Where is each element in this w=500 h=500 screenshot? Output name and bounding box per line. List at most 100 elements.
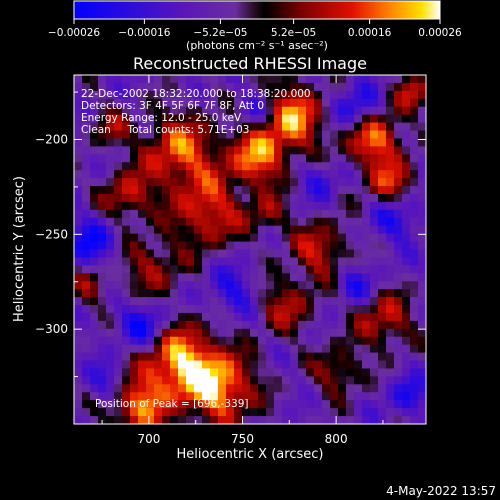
heatmap-cell	[98, 217, 107, 227]
heatmap-cell	[130, 336, 139, 346]
heatmap-cell	[274, 368, 283, 378]
heatmap-cell	[146, 320, 155, 330]
heatmap-cell	[386, 82, 395, 92]
heatmap-cell	[402, 106, 411, 116]
heatmap-cell	[202, 170, 211, 179]
heatmap-cell	[194, 193, 203, 203]
heatmap-cell	[282, 162, 291, 171]
heatmap-cell	[154, 265, 163, 274]
colorbar-tick-label: 0.00026	[418, 27, 462, 39]
heatmap-cell	[290, 400, 299, 409]
heatmap-cell	[226, 305, 235, 314]
heatmap-cell	[266, 408, 275, 417]
heatmap-cell	[74, 336, 83, 346]
heatmap-cell	[250, 233, 259, 243]
heatmap-cell	[138, 281, 147, 290]
heatmap-cell	[210, 368, 219, 378]
heatmap-cell	[266, 281, 275, 290]
heatmap-cell	[138, 90, 147, 100]
heatmap-cell	[170, 344, 179, 354]
heatmap-cell	[114, 186, 123, 195]
heatmap-cell	[394, 368, 403, 378]
heatmap-cell	[82, 328, 91, 338]
heatmap-cell	[298, 201, 307, 211]
heatmap-cell	[82, 408, 91, 417]
heatmap-cell	[226, 249, 235, 259]
heatmap-cell	[266, 241, 275, 251]
heatmap-cell	[162, 162, 171, 171]
heatmap-cell	[346, 249, 355, 259]
heatmap-cell	[234, 297, 243, 306]
heatmap-cell	[146, 400, 155, 409]
heatmap-cell	[362, 233, 371, 243]
heatmap-cell	[106, 98, 115, 108]
heatmap-cell	[378, 320, 387, 330]
heatmap-cell	[370, 368, 379, 378]
heatmap-cell	[266, 273, 275, 282]
heatmap-cell	[82, 162, 91, 171]
heatmap-cell	[274, 75, 283, 84]
heatmap-cell	[242, 162, 251, 171]
heatmap-cell	[122, 400, 131, 409]
heatmap-cell	[282, 265, 291, 274]
heatmap-cell	[338, 360, 347, 370]
heatmap-cell	[98, 106, 107, 116]
heatmap-cell	[330, 170, 339, 179]
heatmap-cell	[418, 328, 426, 338]
heatmap-cell	[362, 408, 371, 417]
heatmap-cell	[362, 265, 371, 274]
heatmap-cell	[274, 376, 283, 385]
heatmap-cell	[178, 273, 187, 282]
heatmap-cell	[202, 249, 211, 259]
heatmap-cell	[186, 106, 195, 116]
heatmap-cell	[378, 130, 387, 140]
heatmap-cell	[290, 201, 299, 211]
heatmap-cell	[122, 384, 131, 393]
heatmap-cell	[138, 320, 147, 330]
heatmap-cell	[154, 305, 163, 314]
heatmap-cell	[306, 408, 315, 417]
heatmap-cell	[122, 170, 131, 179]
heatmap-cell	[410, 106, 419, 116]
heatmap-cell	[250, 352, 259, 362]
heatmap-cell	[370, 305, 379, 314]
heatmap-cell	[162, 98, 171, 108]
heatmap-cell	[282, 217, 291, 227]
heatmap-cell	[386, 265, 395, 274]
heatmap-cell	[378, 225, 387, 235]
heatmap-cell	[338, 106, 347, 116]
heatmap-cell	[234, 400, 243, 409]
heatmap-cell	[234, 392, 243, 401]
heatmap-cell	[114, 368, 123, 378]
heatmap-cell	[162, 416, 171, 424]
heatmap-cell	[370, 233, 379, 243]
heatmap-cell	[346, 82, 355, 92]
heatmap-cell	[322, 289, 331, 298]
heatmap-cell	[346, 98, 355, 108]
heatmap-cell	[226, 209, 235, 219]
heatmap-cell	[90, 98, 99, 108]
heatmap-cell	[154, 209, 163, 219]
heatmap-cell	[130, 162, 139, 171]
heatmap-cell	[74, 122, 83, 132]
heatmap-cell	[234, 384, 243, 393]
heatmap-cell	[162, 368, 171, 378]
heatmap-cell	[274, 400, 283, 409]
heatmap-cell	[98, 114, 107, 124]
heatmap-cell	[346, 138, 355, 147]
heatmap-cell	[266, 130, 275, 140]
heatmap-cell	[194, 312, 203, 322]
heatmap-cell	[394, 281, 403, 290]
heatmap-cell	[154, 146, 163, 155]
heatmap-cell	[290, 273, 299, 282]
heatmap-cell	[130, 75, 139, 84]
heatmap-cell	[330, 249, 339, 259]
heatmap-cell	[90, 75, 99, 84]
heatmap-cell	[298, 170, 307, 179]
heatmap-cell	[154, 312, 163, 322]
heatmap-cell	[402, 392, 411, 401]
heatmap-cell	[354, 352, 363, 362]
heatmap-cell	[410, 225, 419, 235]
heatmap-cell	[218, 416, 227, 424]
heatmap-cell	[226, 368, 235, 378]
